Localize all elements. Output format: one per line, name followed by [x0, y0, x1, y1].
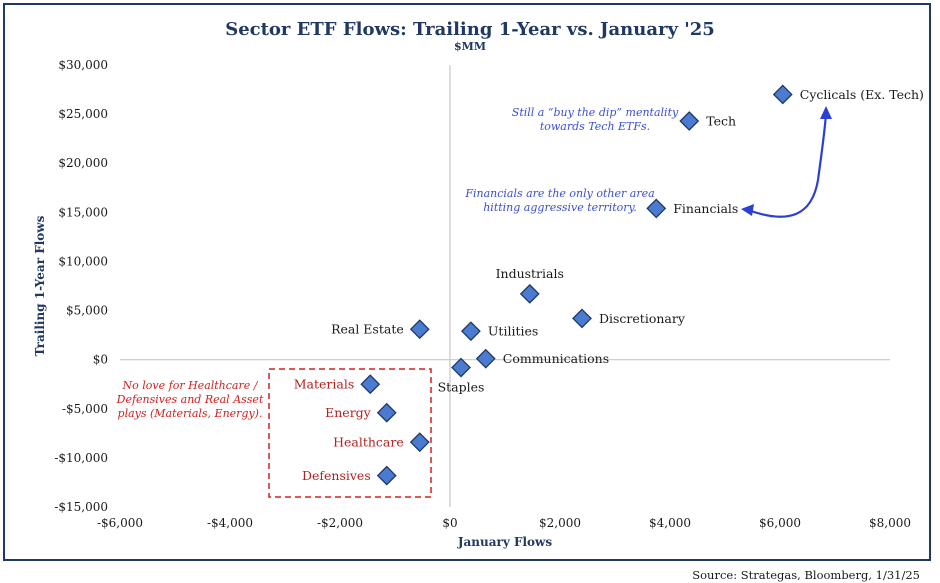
- annotation-text: hitting aggressive territory.: [483, 201, 637, 214]
- annotation-text: towards Tech ETFs.: [540, 120, 650, 133]
- x-axis-label: January Flows: [457, 535, 553, 549]
- point-marker: [376, 465, 397, 486]
- arrow-head-up: [820, 106, 832, 119]
- y-tick-label: $20,000: [58, 156, 108, 170]
- data-points: Cyclicals (Ex. Tech) Tech Financials Indust…: [294, 84, 924, 486]
- x-tick-label: -$4,000: [207, 516, 253, 530]
- x-tick-label: $4,000: [649, 516, 691, 530]
- source-note: Source: Strategas, Bloomberg, 1/31/25: [692, 568, 920, 582]
- annotation-text: plays (Materials, Energy).: [118, 407, 263, 420]
- y-tick-label: -$15,000: [54, 500, 108, 514]
- point-label: Energy: [325, 405, 372, 420]
- point-label: Discretionary: [599, 311, 686, 326]
- point-marker: [460, 321, 481, 342]
- cyclicals-arrow: [747, 112, 828, 218]
- chart-title: Sector ETF Flows: Trailing 1-Year vs. Ja…: [225, 19, 715, 40]
- point-marker: [451, 357, 471, 378]
- y-tick-label: $25,000: [58, 107, 108, 121]
- point-label: Healthcare: [333, 435, 404, 450]
- axes: [120, 65, 890, 507]
- y-tick-label: -$5,000: [62, 402, 108, 416]
- annotation-text: No love for Healthcare /: [122, 379, 259, 392]
- point-marker: [360, 374, 381, 395]
- point-label: Staples: [438, 380, 485, 395]
- y-tick-label: $30,000: [58, 58, 108, 72]
- point-label: Materials: [294, 377, 355, 392]
- point-label: Cyclicals (Ex. Tech): [800, 87, 924, 102]
- x-tick-label: -$6,000: [97, 516, 143, 530]
- y-tick-label: $10,000: [58, 254, 108, 268]
- point-label: Defensives: [302, 468, 371, 483]
- point-label: Utilities: [488, 324, 538, 339]
- point-marker: [409, 432, 430, 453]
- annotation-text: Defensives and Real Asset: [116, 393, 264, 406]
- x-tick-label: $0: [442, 516, 457, 530]
- point-marker: [772, 84, 793, 105]
- point-marker: [409, 319, 430, 340]
- point-marker: [679, 111, 700, 131]
- y-axis-label: Trailing 1-Year Flows: [33, 215, 47, 356]
- y-tick-label: $5,000: [66, 304, 108, 318]
- point-label: Financials: [673, 201, 738, 216]
- x-tick-label: $8,000: [869, 516, 911, 530]
- x-tick-label: -$2,000: [317, 516, 363, 530]
- y-tick-label: $15,000: [58, 205, 108, 219]
- point-label: Communications: [503, 351, 609, 366]
- y-tick-label: -$10,000: [54, 451, 108, 465]
- chart-subtitle: $MM: [454, 40, 486, 53]
- point-marker: [475, 348, 496, 369]
- point-marker: [646, 198, 667, 219]
- tick-labels: -$6,000 -$4,000 -$2,000 $0 $2,000 $4,000 $6,00…: [54, 58, 911, 530]
- point-label: Tech: [706, 113, 736, 128]
- point-label: Industrials: [496, 266, 564, 281]
- point-marker: [519, 283, 540, 304]
- defensives-highlight-box: [268, 368, 432, 498]
- point-marker: [572, 308, 592, 329]
- x-tick-label: $2,000: [539, 516, 581, 530]
- x-tick-label: $6,000: [759, 516, 801, 530]
- point-label: Real Estate: [331, 322, 404, 337]
- annotation-text: Still a “buy the dip” mentality: [512, 106, 679, 119]
- y-tick-label: $0: [93, 353, 108, 367]
- point-marker: [376, 402, 397, 423]
- arrow-head-left: [741, 204, 754, 216]
- annotation-text: Financials are the only other area: [464, 187, 654, 200]
